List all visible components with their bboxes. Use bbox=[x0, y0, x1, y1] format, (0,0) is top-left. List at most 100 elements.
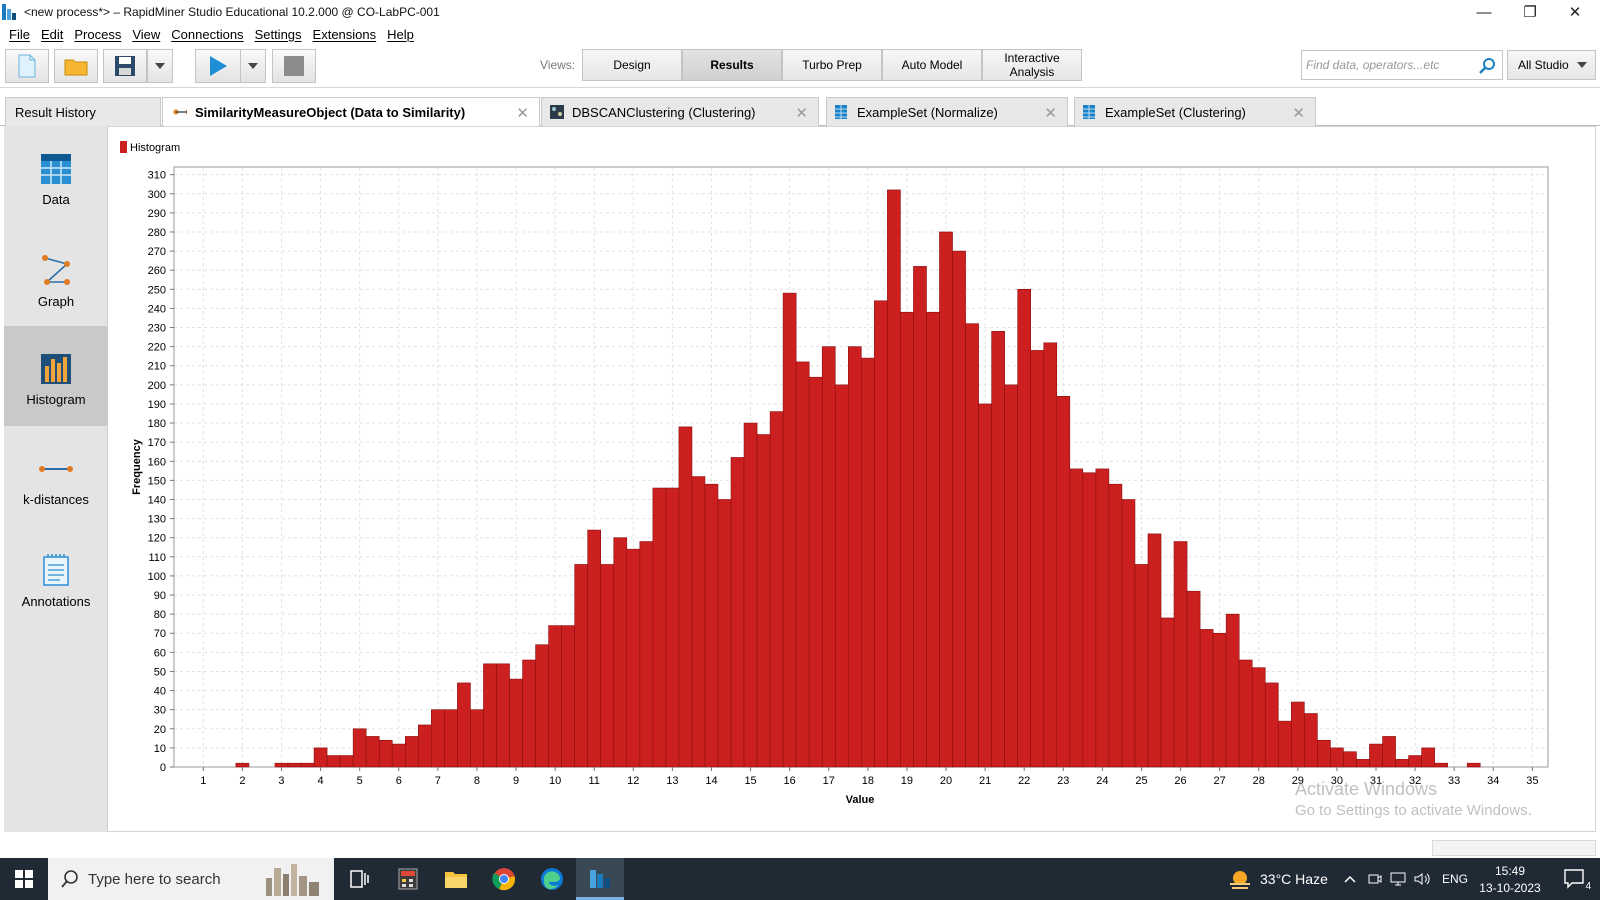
table-icon bbox=[41, 154, 71, 184]
x-tick-label: 1 bbox=[200, 775, 206, 787]
task-view-button[interactable] bbox=[336, 858, 384, 900]
open-process-button[interactable] bbox=[54, 49, 98, 83]
y-tick-label: 90 bbox=[154, 590, 166, 602]
view-results-button[interactable]: Results bbox=[682, 49, 782, 81]
histogram-bar bbox=[444, 709, 458, 768]
windows-logo-icon bbox=[15, 870, 33, 888]
taskbar-app-edge[interactable] bbox=[528, 858, 576, 900]
weather-widget[interactable]: 33°C Haze bbox=[1228, 858, 1328, 900]
table-icon bbox=[1083, 105, 1095, 119]
run-process-button[interactable] bbox=[195, 49, 241, 83]
sidebar-item-histogram[interactable]: Histogram bbox=[4, 326, 108, 426]
language-indicator[interactable]: ENG bbox=[1442, 872, 1469, 886]
save-process-button[interactable] bbox=[103, 49, 147, 83]
histogram-bar bbox=[887, 189, 901, 768]
tab-result-history[interactable]: Result History bbox=[5, 97, 161, 126]
minimize-button[interactable]: — bbox=[1476, 3, 1492, 21]
y-tick-label: 240 bbox=[148, 303, 166, 315]
taskbar-app-chrome[interactable] bbox=[480, 858, 528, 900]
similarity-icon bbox=[173, 109, 187, 115]
clock-date: 13-10-2023 bbox=[1479, 881, 1541, 895]
notification-count: 4 bbox=[1585, 881, 1591, 892]
chevron-up-icon[interactable] bbox=[1344, 875, 1356, 883]
x-tick-label: 14 bbox=[705, 775, 717, 787]
x-tick-label: 20 bbox=[940, 775, 952, 787]
view-interactive-analysis-button[interactable]: Interactive Analysis bbox=[982, 49, 1082, 81]
x-tick-label: 9 bbox=[513, 775, 519, 787]
histogram-bar bbox=[1264, 682, 1279, 768]
taskbar-search-box[interactable]: Type here to search bbox=[48, 858, 334, 900]
sidebar-item-annotations[interactable]: Annotations bbox=[4, 526, 108, 626]
view-turbo-prep-button[interactable]: Turbo Prep bbox=[782, 49, 882, 81]
close-tab-icon[interactable]: ✕ bbox=[795, 105, 808, 122]
histogram-bar bbox=[978, 403, 992, 768]
histogram-bar bbox=[1369, 743, 1383, 768]
histogram-chart: 0102030405060708090100110120130140150160… bbox=[120, 141, 1549, 806]
histogram-bar bbox=[326, 755, 341, 768]
histogram-bar bbox=[235, 762, 250, 768]
tab-exampleset-normalize[interactable]: ExampleSet (Normalize) ✕ bbox=[826, 97, 1068, 126]
menu-file[interactable]: File bbox=[9, 26, 30, 42]
histogram-bar bbox=[717, 499, 732, 768]
view-auto-model-button[interactable]: Auto Model bbox=[882, 49, 982, 81]
clock[interactable]: 15:49 13-10-2023 bbox=[1472, 863, 1548, 897]
run-options-dropdown[interactable] bbox=[240, 49, 266, 83]
taskbar-app-calculator[interactable] bbox=[384, 858, 432, 900]
histogram-bar bbox=[639, 541, 654, 768]
tab-similarity-measure-object[interactable]: SimilarityMeasureObject (Data to Similar… bbox=[162, 97, 540, 126]
global-search-input[interactable]: Find data, operators...etc bbox=[1301, 50, 1503, 80]
menu-connections[interactable]: Connections bbox=[171, 26, 244, 42]
close-tab-icon[interactable]: ✕ bbox=[1292, 105, 1305, 122]
graph-icon bbox=[42, 255, 70, 285]
menu-view[interactable]: View bbox=[132, 26, 161, 42]
histogram-bar bbox=[548, 625, 562, 768]
x-tick-label: 21 bbox=[979, 775, 991, 787]
taskbar-app-rapidminer[interactable] bbox=[576, 858, 624, 900]
menu-help[interactable]: Help bbox=[387, 26, 414, 42]
x-tick-label: 25 bbox=[1135, 775, 1147, 787]
histogram-bar bbox=[795, 361, 810, 768]
x-tick-label: 31 bbox=[1370, 775, 1382, 787]
histogram-bar bbox=[287, 762, 302, 768]
close-tab-icon[interactable]: ✕ bbox=[516, 105, 529, 122]
y-tick-label: 290 bbox=[148, 208, 166, 220]
start-button[interactable] bbox=[0, 858, 48, 900]
taskbar-app-file-explorer[interactable] bbox=[432, 858, 480, 900]
close-window-button[interactable]: ✕ bbox=[1568, 4, 1582, 21]
restore-button[interactable]: ❐ bbox=[1523, 4, 1537, 21]
meet-now-icon[interactable] bbox=[1368, 872, 1382, 886]
x-tick-label: 11 bbox=[589, 775, 600, 787]
tab-label: SimilarityMeasureObject (Data to Similar… bbox=[195, 104, 466, 120]
notification-icon bbox=[1564, 869, 1584, 889]
network-icon[interactable] bbox=[1390, 872, 1406, 886]
histogram-bar bbox=[756, 434, 771, 768]
menu-extensions[interactable]: Extensions bbox=[312, 26, 377, 42]
sidebar-item-graph[interactable]: Graph bbox=[4, 226, 108, 326]
new-process-button[interactable] bbox=[5, 49, 49, 83]
tab-dbscan-clustering[interactable]: DBSCANClustering (Clustering) ✕ bbox=[541, 97, 819, 126]
search-icon bbox=[61, 870, 78, 888]
notification-center-button[interactable]: 4 bbox=[1553, 858, 1597, 900]
sidebar-item-k-distances[interactable]: k-distances bbox=[4, 426, 108, 526]
save-options-dropdown[interactable] bbox=[147, 49, 173, 83]
horizontal-scrollbar[interactable] bbox=[1432, 840, 1596, 856]
x-tick-label: 32 bbox=[1409, 775, 1421, 787]
sidebar-item-data[interactable]: Data bbox=[4, 126, 108, 226]
search-icon[interactable] bbox=[1478, 57, 1496, 75]
stop-process-button[interactable] bbox=[272, 49, 316, 83]
close-tab-icon[interactable]: ✕ bbox=[1044, 105, 1057, 122]
studio-scope-dropdown[interactable]: All Studio bbox=[1507, 50, 1596, 80]
histogram-bar bbox=[1030, 350, 1045, 768]
menu-edit[interactable]: Edit bbox=[40, 26, 64, 42]
volume-icon[interactable] bbox=[1414, 872, 1430, 886]
tab-exampleset-clustering[interactable]: ExampleSet (Clustering) ✕ bbox=[1074, 97, 1316, 126]
x-tick-label: 35 bbox=[1526, 775, 1538, 787]
histogram-bar bbox=[1212, 632, 1227, 768]
histogram-bar bbox=[926, 311, 940, 768]
x-tick-label: 26 bbox=[1174, 775, 1186, 787]
histogram-bar bbox=[1421, 747, 1435, 768]
x-tick-label: 28 bbox=[1253, 775, 1265, 787]
menu-settings[interactable]: Settings bbox=[254, 26, 302, 42]
view-design-button[interactable]: Design bbox=[582, 49, 682, 81]
menu-process[interactable]: Process bbox=[74, 26, 122, 42]
